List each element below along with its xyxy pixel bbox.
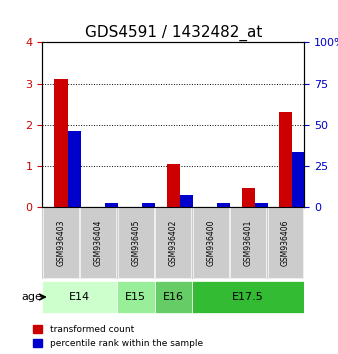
- Text: GSM936403: GSM936403: [56, 219, 66, 266]
- FancyBboxPatch shape: [192, 281, 304, 313]
- Text: GSM936402: GSM936402: [169, 219, 178, 266]
- FancyBboxPatch shape: [193, 207, 228, 278]
- Bar: [142, 204, 155, 207]
- FancyBboxPatch shape: [155, 207, 191, 278]
- Bar: [180, 195, 193, 207]
- Bar: [292, 153, 305, 207]
- FancyBboxPatch shape: [80, 207, 116, 278]
- Text: age: age: [21, 292, 42, 302]
- FancyBboxPatch shape: [230, 207, 266, 278]
- Bar: [242, 188, 255, 207]
- Bar: [68, 131, 80, 207]
- Legend: transformed count, percentile rank within the sample: transformed count, percentile rank withi…: [31, 323, 204, 349]
- Bar: [167, 164, 180, 207]
- Text: GSM936406: GSM936406: [281, 219, 290, 266]
- FancyBboxPatch shape: [118, 207, 154, 278]
- Bar: [279, 112, 292, 207]
- Title: GDS4591 / 1432482_at: GDS4591 / 1432482_at: [84, 25, 262, 41]
- Text: E16: E16: [163, 292, 184, 302]
- Text: GSM936400: GSM936400: [206, 219, 215, 266]
- FancyBboxPatch shape: [154, 281, 192, 313]
- Bar: [105, 204, 118, 207]
- Bar: [255, 204, 268, 207]
- FancyBboxPatch shape: [43, 207, 79, 278]
- FancyBboxPatch shape: [117, 281, 154, 313]
- Text: E14: E14: [69, 292, 90, 302]
- Bar: [217, 204, 230, 207]
- Text: E17.5: E17.5: [232, 292, 264, 302]
- Text: GSM936401: GSM936401: [244, 219, 252, 266]
- Text: GSM936405: GSM936405: [131, 219, 140, 266]
- Text: GSM936404: GSM936404: [94, 219, 103, 266]
- FancyBboxPatch shape: [42, 281, 117, 313]
- Bar: [54, 79, 68, 207]
- Text: E15: E15: [125, 292, 146, 302]
- FancyBboxPatch shape: [268, 207, 304, 278]
